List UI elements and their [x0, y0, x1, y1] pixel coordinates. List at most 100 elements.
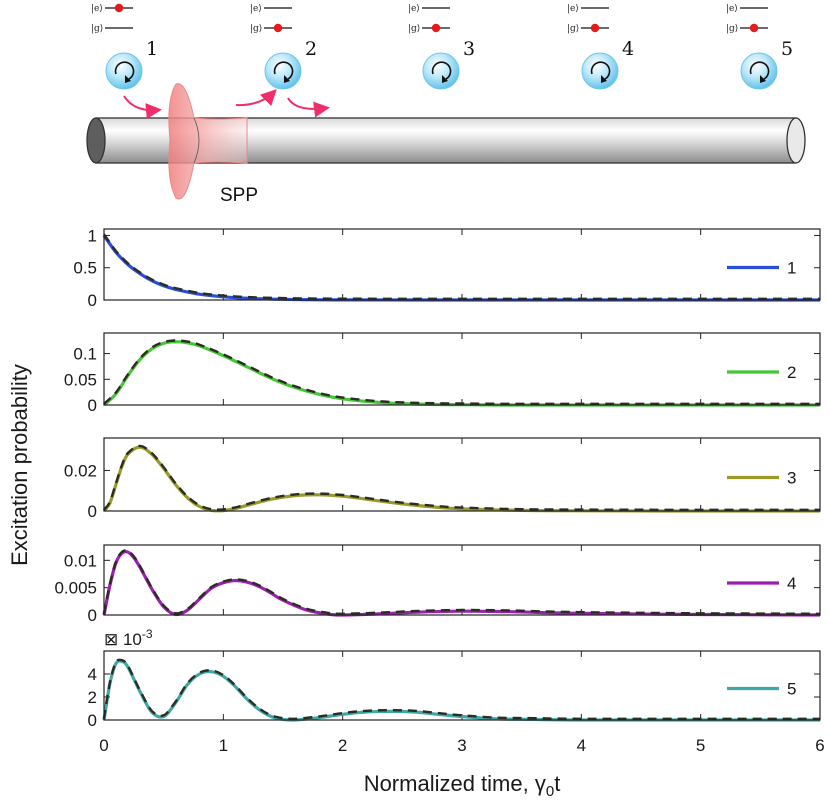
excited-state-label: |e⟩: [408, 4, 420, 14]
y-tick-label: 2: [88, 688, 97, 707]
series-line-1: [102, 234, 820, 302]
excited-state-label: |e⟩: [250, 4, 262, 14]
spin-arrow: [590, 61, 611, 80]
series-dashed-3: [103, 444, 820, 511]
legend-label-1: 1: [787, 259, 796, 278]
population-dot: [273, 23, 283, 33]
excited-state-label: |e⟩: [726, 4, 738, 14]
y-tick-label: 0: [88, 711, 97, 730]
y-tick-label: 0.1: [73, 345, 97, 364]
y-tick-label: 0.005: [54, 579, 97, 598]
panel-4: 0 0.005 0.01 4: [54, 544, 821, 625]
population-dot: [590, 23, 600, 33]
y-axis-label: Excitation probability: [7, 364, 32, 566]
y-tick-label: 0: [88, 396, 97, 415]
atom-label: 5: [781, 38, 793, 60]
legend-label-5: 5: [787, 680, 796, 699]
population-dot: [431, 23, 441, 33]
y-tick-label: 0.02: [64, 461, 97, 480]
series-line-4: [102, 550, 821, 617]
x-tick-label: 2: [338, 736, 347, 755]
ground-state-label: |g⟩: [726, 24, 738, 34]
atom-group: |e⟩ |g⟩ 1 |e⟩ |g⟩ 2 |e⟩ |g⟩ 3 |e⟩ |g⟩ 4 |e⟩ |g⟩ 5: [91, 3, 793, 90]
panel-3: 0 0.02 3: [64, 437, 821, 521]
atom-sphere: [105, 52, 143, 90]
legend-label-4: 4: [787, 574, 796, 593]
atom-label: 4: [622, 38, 634, 60]
y-exponent-power: -3: [142, 627, 153, 641]
atom-sphere: [581, 52, 619, 90]
y-tick-label: 1: [88, 226, 97, 245]
ground-state-label: |g⟩: [91, 24, 103, 34]
y-exponent: ⊠ 10-3: [104, 627, 153, 649]
spin-arrow-head: [284, 75, 290, 83]
legend-label-3: 3: [787, 469, 796, 488]
spin-arrow-head: [760, 75, 766, 83]
y-tick-label: 0: [88, 606, 97, 625]
x-tick-label: 3: [457, 736, 466, 755]
x-axis-label-main: Normalized time, γ: [364, 771, 546, 796]
ground-state-label: |g⟩: [408, 24, 420, 34]
ground-state-label: |g⟩: [567, 24, 579, 34]
x-axis-label-sub: 0: [546, 783, 554, 800]
panels: 0 0.5 1 1 0 0.05 0.1 2 0 0.02 3 0 0.005 0.01 4 0 2 4 5 ⊠ 10…: [54, 226, 824, 755]
y-exponent-base: ⊠ 10: [104, 630, 142, 649]
series-dashed-1: [103, 233, 820, 300]
spin-arrow-head: [125, 75, 131, 83]
panel-1: 0 0.5 1 1: [73, 226, 821, 310]
atom-label: 2: [305, 38, 317, 60]
population-dot: [749, 23, 759, 33]
panel-2: 0 0.05 0.1 2: [64, 332, 821, 415]
series-line-3: [102, 445, 820, 513]
axes-box: [103, 332, 821, 406]
atom-3: |e⟩ |g⟩ 3: [408, 4, 475, 90]
spin-arrow: [273, 61, 294, 80]
excited-state-label: |e⟩: [567, 4, 579, 14]
spin-arrow-head: [601, 75, 607, 83]
x-tick-label: 5: [696, 736, 705, 755]
spin-arrow-head: [442, 75, 448, 83]
spin-arrow: [749, 61, 770, 80]
spin-arrow: [114, 61, 135, 80]
x-tick-label: 0: [99, 736, 108, 755]
legend-label-2: 2: [787, 363, 796, 382]
schematic: SPP |e⟩ |g⟩ 1 |e⟩ |g⟩ 2 |e⟩ |g⟩ 3 |e⟩ |g⟩ 4 |e⟩ |g⟩ 5: [86, 3, 806, 206]
series-line-2: [102, 340, 820, 407]
atom-sphere: [740, 52, 778, 90]
x-axis-label: Normalized time, γ0t: [364, 771, 561, 800]
y-tick-label: 0.05: [64, 370, 97, 389]
spp-label: SPP: [220, 185, 258, 206]
atom-label: 1: [146, 38, 158, 60]
spp-pulse: [168, 83, 248, 200]
y-tick-label: 4: [88, 665, 97, 684]
atom-4: |e⟩ |g⟩ 4: [567, 4, 634, 90]
transfer-arrows: [123, 89, 330, 119]
atom-5: |e⟩ |g⟩ 5: [726, 4, 793, 90]
atom-2: |e⟩ |g⟩ 2: [250, 4, 317, 90]
axes-box: [103, 437, 821, 512]
atom-sphere: [264, 52, 302, 90]
series-dashed-2: [103, 339, 820, 405]
x-tick-label: 1: [219, 736, 228, 755]
x-tick-label: 4: [577, 736, 586, 755]
atom-label: 3: [463, 38, 475, 60]
axes-box: [103, 650, 821, 721]
series-dashed-4: [102, 549, 821, 615]
atom-1: |e⟩ |g⟩ 1: [91, 3, 158, 90]
excited-state-label: |e⟩: [91, 4, 103, 14]
x-axis-label-tail: t: [554, 771, 560, 796]
atom-sphere: [422, 52, 460, 90]
y-tick-label: 0: [88, 291, 97, 310]
axes-box: [103, 228, 821, 301]
series-line-5: [102, 659, 820, 722]
y-tick-label: 0.01: [64, 551, 97, 570]
axes-box: [103, 544, 821, 616]
spin-arrow: [431, 61, 452, 80]
population-dot: [114, 3, 124, 13]
panel-5: 0 2 4 5 ⊠ 10-3 0 1 2 3 4 5 6: [88, 627, 825, 755]
ground-state-label: |g⟩: [250, 24, 262, 34]
y-tick-label: 0.5: [73, 259, 97, 278]
y-tick-label: 0: [88, 502, 97, 521]
series-dashed-5: [102, 658, 820, 720]
